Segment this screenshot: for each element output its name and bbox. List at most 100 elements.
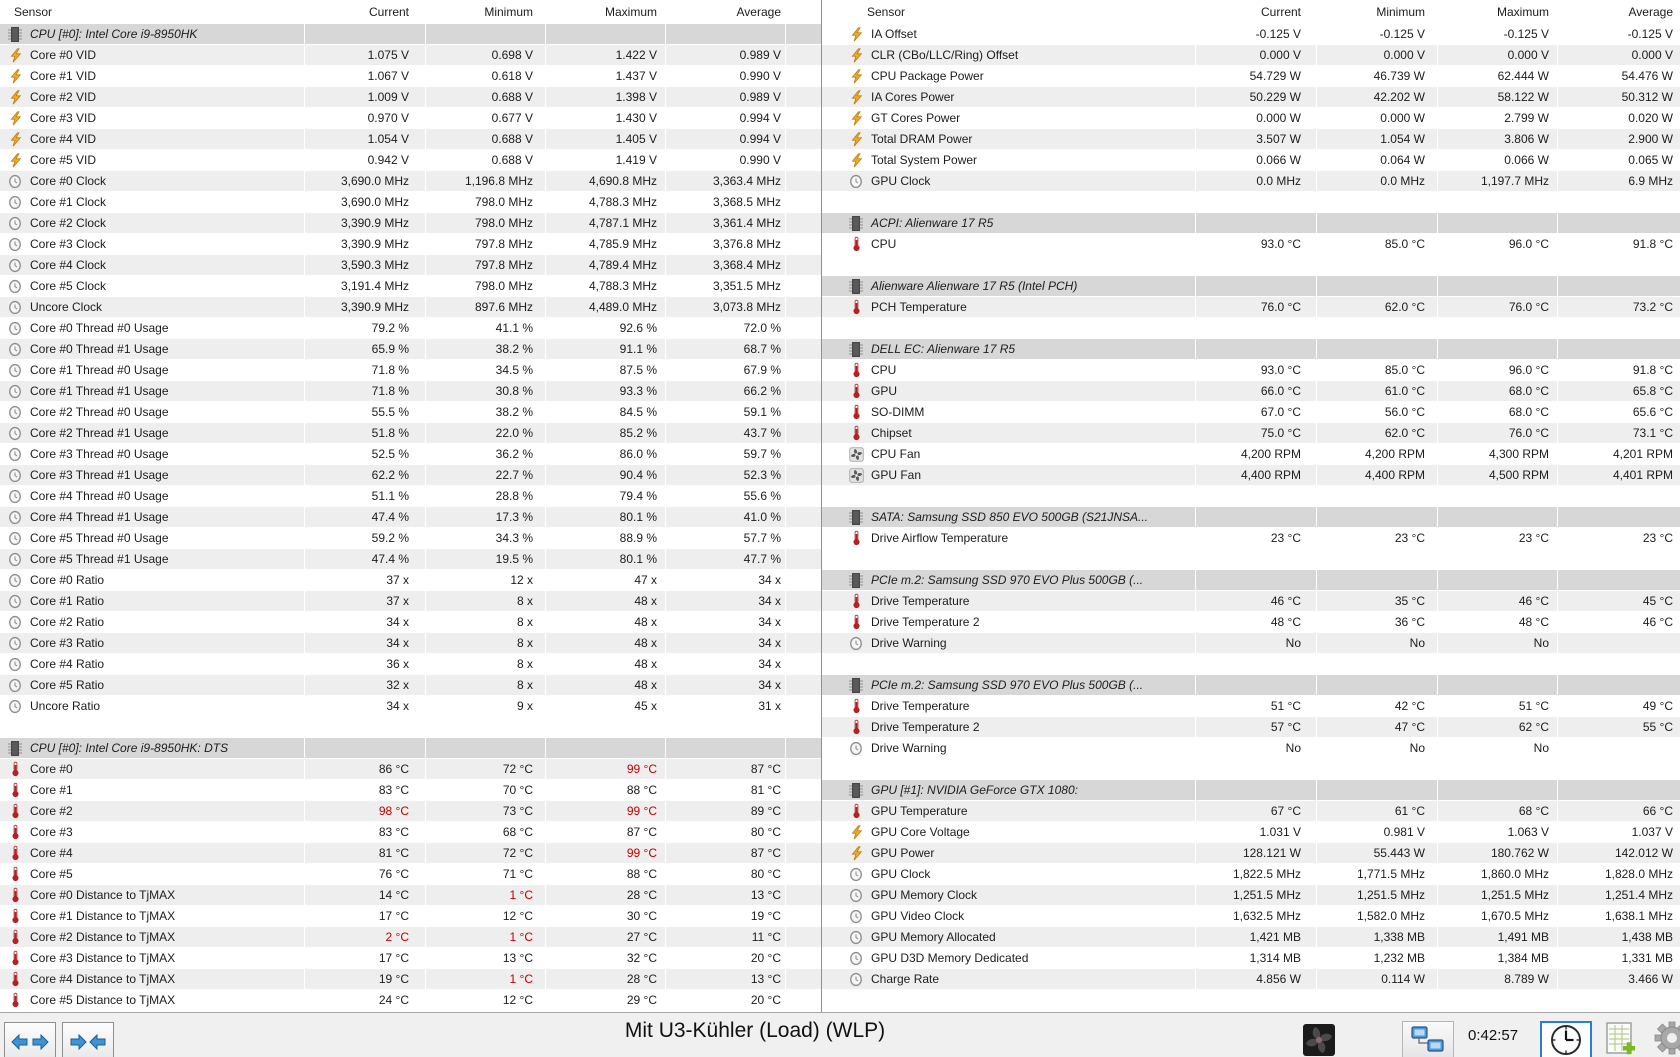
expand-columns-button[interactable]	[4, 1022, 56, 1057]
sensor-row[interactable]: GPU Memory Allocated 1,421 MB 1,338 MB 1,49…	[822, 927, 1680, 948]
column-separator[interactable]	[425, 0, 426, 1012]
column-separator[interactable]	[304, 0, 305, 1012]
sensor-row[interactable]: Charge Rate 4.856 W 0.114 W 8.789 W 3.466 W	[822, 969, 1680, 990]
section-header-row[interactable]: GPU [#1]: NVIDIA GeForce GTX 1080:	[822, 780, 1680, 801]
sensor-row[interactable]: IA Offset -0.125 V -0.125 V -0.125 V -0.125 …	[822, 24, 1680, 45]
sensor-row[interactable]: Core #2 VID 1.009 V 0.688 V 1.398 V 0.989 V	[0, 87, 821, 108]
sensor-row[interactable]: CLR (CBo/LLC/Ring) Offset 0.000 V 0.000 V 0…	[822, 45, 1680, 66]
sensor-row[interactable]: Core #3 Thread #0 Usage 52.5 % 36.2 % 86.0 …	[0, 444, 821, 465]
report-logging-button[interactable]	[1598, 1021, 1642, 1057]
sensor-row[interactable]: GPU Memory Clock 1,251.5 MHz 1,251.5 MHz 1,…	[822, 885, 1680, 906]
sensor-row[interactable]: IA Cores Power 50.229 W 42.202 W 58.122 W 50…	[822, 87, 1680, 108]
column-header-current[interactable]: Current	[368, 5, 409, 19]
column-header-sensor[interactable]: Sensor	[867, 5, 906, 19]
column-separator[interactable]	[1195, 0, 1196, 1012]
sensor-row[interactable]: CPU Package Power 54.729 W 46.739 W 62.444 …	[822, 66, 1680, 87]
column-separator[interactable]	[1557, 0, 1558, 1012]
sensor-row[interactable]: Core #2 98 °C 73 °C 99 °C 89 °C	[0, 801, 821, 822]
settings-gear-button[interactable]	[1650, 1021, 1680, 1057]
sensor-row[interactable]: Core #1 Distance to TjMAX 17 °C 12 °C 30 °C…	[0, 906, 821, 927]
sensor-row[interactable]: Core #4 Clock 3,590.3 MHz 797.8 MHz 4,789.4…	[0, 255, 821, 276]
column-separator[interactable]	[1437, 0, 1438, 1012]
sensor-row[interactable]: Core #1 83 °C 70 °C 88 °C 81 °C	[0, 780, 821, 801]
sensor-row[interactable]: Drive Temperature 51 °C 42 °C 51 °C 49 °C	[822, 696, 1680, 717]
column-header-minimum[interactable]: Minimum	[484, 5, 533, 19]
sensor-row[interactable]: Core #4 Ratio 36 x 8 x 48 x 34 x	[0, 654, 821, 675]
sensor-row[interactable]: GPU D3D Memory Dedicated 1,314 MB 1,232 MB…	[822, 948, 1680, 969]
column-header-average[interactable]: Average	[736, 5, 781, 19]
column-header-sensor[interactable]: Sensor	[14, 5, 53, 19]
section-header-row[interactable]: SATA: Samsung SSD 850 EVO 500GB (S21JNSA…	[822, 507, 1680, 528]
panel-divider[interactable]	[821, 0, 822, 1012]
sensor-row[interactable]: Core #1 Clock 3,690.0 MHz 798.0 MHz 4,788.3…	[0, 192, 821, 213]
sensor-row[interactable]: Core #4 VID 1.054 V 0.688 V 1.405 V 0.994 V	[0, 129, 821, 150]
sensor-row[interactable]: Core #5 VID 0.942 V 0.688 V 1.419 V 0.990 V	[0, 150, 821, 171]
sensor-row[interactable]: Core #4 Thread #1 Usage 47.4 % 17.3 % 80.1 …	[0, 507, 821, 528]
column-header-average[interactable]: Average	[1628, 5, 1673, 19]
sensor-row[interactable]: Core #1 Thread #1 Usage 71.8 % 30.8 % 93.3 …	[0, 381, 821, 402]
sensor-row[interactable]: Drive Warning No No No	[822, 738, 1680, 759]
sensor-row[interactable]: Core #5 76 °C 71 °C 88 °C 80 °C	[0, 864, 821, 885]
fan-tray-icon[interactable]	[1300, 1021, 1338, 1057]
sensor-row[interactable]: Core #0 86 °C 72 °C 99 °C 87 °C	[0, 759, 821, 780]
column-separator[interactable]	[545, 0, 546, 1012]
sensor-row[interactable]: Total DRAM Power 3.507 W 1.054 W 3.806 W 2.9…	[822, 129, 1680, 150]
column-separator[interactable]	[1316, 0, 1317, 1012]
sensor-row[interactable]: Drive Warning No No No	[822, 633, 1680, 654]
sensor-row[interactable]: Core #0 Thread #1 Usage 65.9 % 38.2 % 91.1 …	[0, 339, 821, 360]
sensor-row[interactable]: Core #5 Thread #0 Usage 59.2 % 34.3 % 88.9 …	[0, 528, 821, 549]
sensor-row[interactable]: GT Cores Power 0.000 W 0.000 W 2.799 W 0.020…	[822, 108, 1680, 129]
sensor-row[interactable]: CPU Fan 4,200 RPM 4,200 RPM 4,300 RPM 4,201 …	[822, 444, 1680, 465]
sensor-row[interactable]: Core #0 Clock 3,690.0 MHz 1,196.8 MHz 4,690…	[0, 171, 821, 192]
sensor-row[interactable]: Core #1 Ratio 37 x 8 x 48 x 34 x	[0, 591, 821, 612]
sensor-row[interactable]: Core #1 VID 1.067 V 0.618 V 1.437 V 0.990 V	[0, 66, 821, 87]
sensor-row[interactable]: Core #0 Ratio 37 x 12 x 47 x 34 x	[0, 570, 821, 591]
clock-mode-button-active[interactable]	[1540, 1021, 1592, 1057]
sensor-row[interactable]: Core #4 81 °C 72 °C 99 °C 87 °C	[0, 843, 821, 864]
column-header-maximum[interactable]: Maximum	[1496, 5, 1549, 19]
sensor-row[interactable]: Drive Temperature 2 57 °C 47 °C 62 °C 55 °C	[822, 717, 1680, 738]
sensor-row[interactable]: GPU Clock 1,822.5 MHz 1,771.5 MHz 1,860.0 M…	[822, 864, 1680, 885]
sensor-row[interactable]: Drive Airflow Temperature 23 °C 23 °C 23 °C…	[822, 528, 1680, 549]
sensor-row[interactable]: Core #5 Clock 3,191.4 MHz 798.0 MHz 4,788.3…	[0, 276, 821, 297]
remote-monitoring-button[interactable]	[1402, 1021, 1454, 1057]
sensor-row[interactable]: Core #5 Ratio 32 x 8 x 48 x 34 x	[0, 675, 821, 696]
sensor-row[interactable]: Drive Temperature 2 48 °C 36 °C 48 °C 46 °C	[822, 612, 1680, 633]
sensor-row[interactable]: SO-DIMM 67.0 °C 56.0 °C 68.0 °C 65.6 °C	[822, 402, 1680, 423]
section-header-row[interactable]: CPU [#0]: Intel Core i9-8950HK	[0, 24, 821, 45]
section-header-row[interactable]: CPU [#0]: Intel Core i9-8950HK: DTS	[0, 738, 821, 759]
sensor-row[interactable]: Core #3 Clock 3,390.9 MHz 797.8 MHz 4,785.9…	[0, 234, 821, 255]
sensor-row[interactable]: Total System Power 0.066 W 0.064 W 0.066 W 0…	[822, 150, 1680, 171]
sensor-row[interactable]: Core #3 83 °C 68 °C 87 °C 80 °C	[0, 822, 821, 843]
sensor-row[interactable]: Core #2 Clock 3,390.9 MHz 798.0 MHz 4,787.1…	[0, 213, 821, 234]
sensor-row[interactable]: Core #2 Thread #1 Usage 51.8 % 22.0 % 85.2 …	[0, 423, 821, 444]
sensor-row[interactable]: Uncore Clock 3,390.9 MHz 897.6 MHz 4,489.0 …	[0, 297, 821, 318]
sensor-row[interactable]: Core #3 Thread #1 Usage 62.2 % 22.7 % 90.4 …	[0, 465, 821, 486]
section-header-row[interactable]: PCIe m.2: Samsung SSD 970 EVO Plus 500GB…	[822, 675, 1680, 696]
collapse-columns-button[interactable]	[62, 1022, 114, 1057]
sensor-row[interactable]: Core #3 Distance to TjMAX 17 °C 13 °C 32 °C…	[0, 948, 821, 969]
column-separator[interactable]	[785, 0, 786, 1012]
section-header-row[interactable]: Alienware Alienware 17 R5 (Intel PCH)	[822, 276, 1680, 297]
sensor-row[interactable]: Core #4 Distance to TjMAX 19 °C 1 °C 28 °C 1…	[0, 969, 821, 990]
sensor-row[interactable]: Core #0 Thread #0 Usage 79.2 % 41.1 % 92.6 …	[0, 318, 821, 339]
column-header-current[interactable]: Current	[1260, 5, 1301, 19]
sensor-row[interactable]: PCH Temperature 76.0 °C 62.0 °C 76.0 °C 73.2…	[822, 297, 1680, 318]
sensor-row[interactable]: CPU 93.0 °C 85.0 °C 96.0 °C 91.8 °C	[822, 360, 1680, 381]
sensor-row[interactable]: Core #0 VID 1.075 V 0.698 V 1.422 V 0.989 V	[0, 45, 821, 66]
sensor-row[interactable]: Core #3 Ratio 34 x 8 x 48 x 34 x	[0, 633, 821, 654]
sensor-row[interactable]: Drive Temperature 46 °C 35 °C 46 °C 45 °C	[822, 591, 1680, 612]
sensor-row[interactable]: Core #2 Distance to TjMAX 2 °C 1 °C 27 °C 11…	[0, 927, 821, 948]
sensor-row[interactable]: CPU 93.0 °C 85.0 °C 96.0 °C 91.8 °C	[822, 234, 1680, 255]
sensor-row[interactable]: Core #2 Thread #0 Usage 55.5 % 38.2 % 84.5 …	[0, 402, 821, 423]
sensor-row[interactable]: Chipset 75.0 °C 62.0 °C 76.0 °C 73.1 °C	[822, 423, 1680, 444]
sensor-row[interactable]: Core #4 Thread #0 Usage 51.1 % 28.8 % 79.4 …	[0, 486, 821, 507]
section-header-row[interactable]: ACPI: Alienware 17 R5	[822, 213, 1680, 234]
sensor-row[interactable]: Core #5 Distance to TjMAX 24 °C 12 °C 29 °C…	[0, 990, 821, 1011]
column-separator[interactable]	[665, 0, 666, 1012]
sensor-row[interactable]: GPU Fan 4,400 RPM 4,400 RPM 4,500 RPM 4,401 …	[822, 465, 1680, 486]
sensor-row[interactable]: Core #0 Distance to TjMAX 14 °C 1 °C 28 °C 1…	[0, 885, 821, 906]
sensor-row[interactable]: Core #1 Thread #0 Usage 71.8 % 34.5 % 87.5 …	[0, 360, 821, 381]
sensor-row[interactable]: GPU Core Voltage 1.031 V 0.981 V 1.063 V 1.0…	[822, 822, 1680, 843]
sensor-row[interactable]: Core #2 Ratio 34 x 8 x 48 x 34 x	[0, 612, 821, 633]
